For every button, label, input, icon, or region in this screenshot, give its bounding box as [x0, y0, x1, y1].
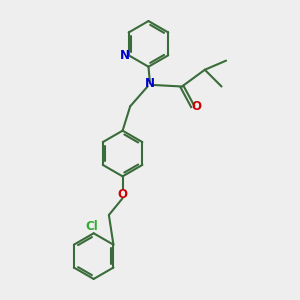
Text: N: N	[144, 77, 154, 90]
Text: O: O	[192, 100, 202, 113]
Text: O: O	[118, 188, 128, 201]
Text: Cl: Cl	[86, 220, 98, 233]
Text: N: N	[120, 49, 130, 62]
